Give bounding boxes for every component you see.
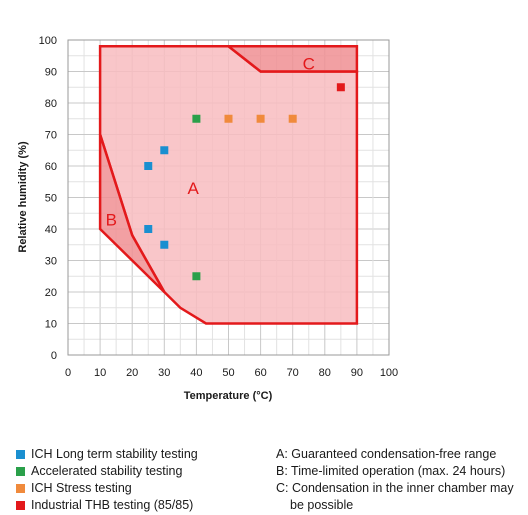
y-tick-label: 80 (45, 98, 57, 110)
legend-item: Industrial THB testing (85/85) (16, 497, 276, 514)
data-point (192, 272, 201, 281)
y-tick-label: 20 (45, 287, 57, 299)
plot-border (67, 39, 390, 356)
legend-item: ICH Stress testing (16, 480, 276, 497)
data-point (224, 114, 233, 123)
tick-labels: 0 10 20 30 40 50 60 70 80 90 100 0 10 20 30 40 50 60 70 80 9… (39, 35, 399, 379)
x-tick-label: 0 (65, 367, 71, 379)
legend-label: Industrial THB testing (85/85) (31, 498, 194, 512)
y-tick-label: 90 (45, 67, 57, 79)
y-tick-label: 10 (45, 319, 57, 331)
chart: A B C 0 10 20 30 40 50 60 70 80 90 100 0 10 20 30 40 50 60 7… (17, 35, 399, 402)
note-a: A: Guaranteed condensation-free range (276, 447, 497, 461)
y-tick-label: 100 (39, 35, 57, 47)
legend: ICH Long term stability testing Accelerat… (16, 446, 276, 514)
legend-label: ICH Stress testing (31, 481, 132, 495)
legend-item: Accelerated stability testing (16, 463, 276, 480)
region-label-b: B (106, 211, 117, 230)
legend-swatch (16, 501, 25, 510)
x-axis-title: Temperature (°C) (184, 390, 273, 402)
x-tick-label: 10 (94, 367, 106, 379)
data-points (144, 83, 345, 281)
region-label-c: C (303, 55, 315, 74)
data-point (256, 114, 265, 123)
legend-label: ICH Long term stability testing (31, 447, 198, 461)
note-b: B: Time-limited operation (max. 24 hours… (276, 464, 506, 478)
x-tick-label: 60 (254, 367, 266, 379)
region-notes: A: Guaranteed condensation-free range B:… (276, 446, 528, 514)
region-b (98, 134, 166, 293)
x-tick-label: 20 (126, 367, 138, 379)
region-label-a: A (188, 179, 200, 198)
legend-swatch (16, 484, 25, 493)
legend-swatch (16, 450, 25, 459)
x-tick-label: 90 (351, 367, 363, 379)
note-c-continued: be possible (290, 498, 354, 512)
x-tick-label: 100 (380, 367, 398, 379)
legend-item: ICH Long term stability testing (16, 446, 276, 463)
x-tick-label: 50 (222, 367, 234, 379)
x-tick-label: 70 (287, 367, 299, 379)
x-tick-label: 80 (319, 367, 331, 379)
data-point (160, 240, 169, 249)
data-point (192, 114, 201, 123)
y-tick-label: 60 (45, 161, 57, 173)
data-point (144, 162, 153, 170)
x-tick-label: 40 (190, 367, 202, 379)
data-point (288, 114, 297, 123)
y-tick-label: 30 (45, 256, 57, 268)
y-tick-label: 50 (45, 193, 57, 205)
legend-label: Accelerated stability testing (31, 464, 183, 478)
data-point (144, 225, 153, 233)
data-point (336, 83, 345, 92)
y-axis-title: Relative humidity (%) (17, 141, 29, 253)
region-c (224, 45, 359, 73)
x-tick-label: 30 (158, 367, 170, 379)
y-tick-label: 40 (45, 224, 57, 236)
y-tick-label: 70 (45, 130, 57, 142)
data-point (160, 146, 169, 155)
y-tick-label: 0 (51, 350, 57, 362)
legend-swatch (16, 467, 25, 476)
note-c: C: Condensation in the inner chamber may (276, 481, 514, 495)
